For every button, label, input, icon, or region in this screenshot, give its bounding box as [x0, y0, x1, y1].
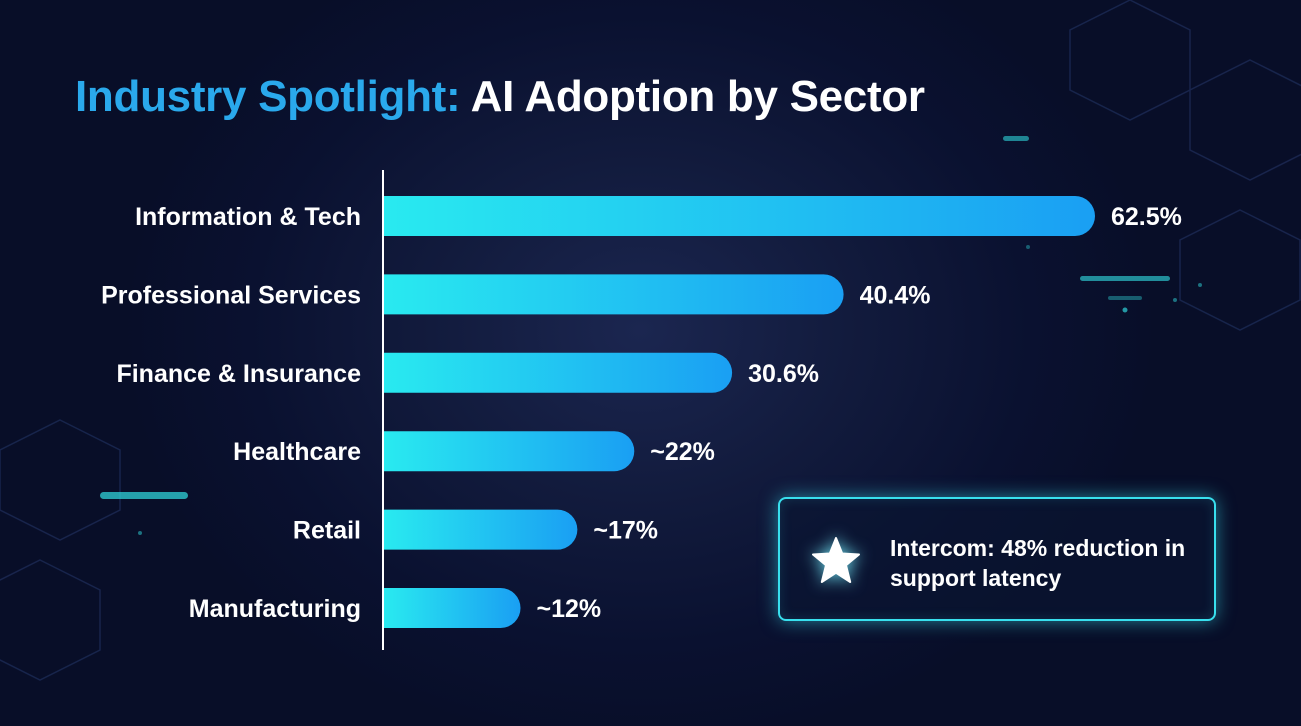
bar	[384, 274, 844, 315]
bar	[384, 352, 733, 393]
category-label: Information & Tech	[135, 203, 361, 231]
title-main: AI Adoption by Sector	[460, 72, 925, 121]
category-label: Professional Services	[101, 281, 361, 309]
page-title: Industry Spotlight: AI Adoption by Secto…	[75, 72, 925, 122]
category-label: Healthcare	[233, 438, 361, 466]
value-label: ~22%	[650, 438, 715, 466]
value-label: 30.6%	[748, 360, 819, 388]
title-accent: Industry Spotlight:	[75, 72, 461, 121]
bar	[384, 431, 635, 472]
category-label: Manufacturing	[189, 595, 361, 623]
category-label: Finance & Insurance	[116, 360, 361, 388]
bar	[384, 588, 521, 628]
value-label: 62.5%	[1111, 203, 1182, 231]
bar	[384, 509, 578, 550]
callout-text: Intercom: 48% reduction in support laten…	[890, 535, 1186, 591]
callout-box: Intercom: 48% reduction in support laten…	[778, 497, 1216, 621]
bar	[384, 196, 1095, 236]
value-label: ~12%	[537, 595, 602, 623]
category-label: Retail	[293, 517, 361, 545]
star-icon	[812, 537, 860, 583]
value-label: 40.4%	[860, 281, 931, 309]
value-label: ~17%	[593, 517, 658, 545]
